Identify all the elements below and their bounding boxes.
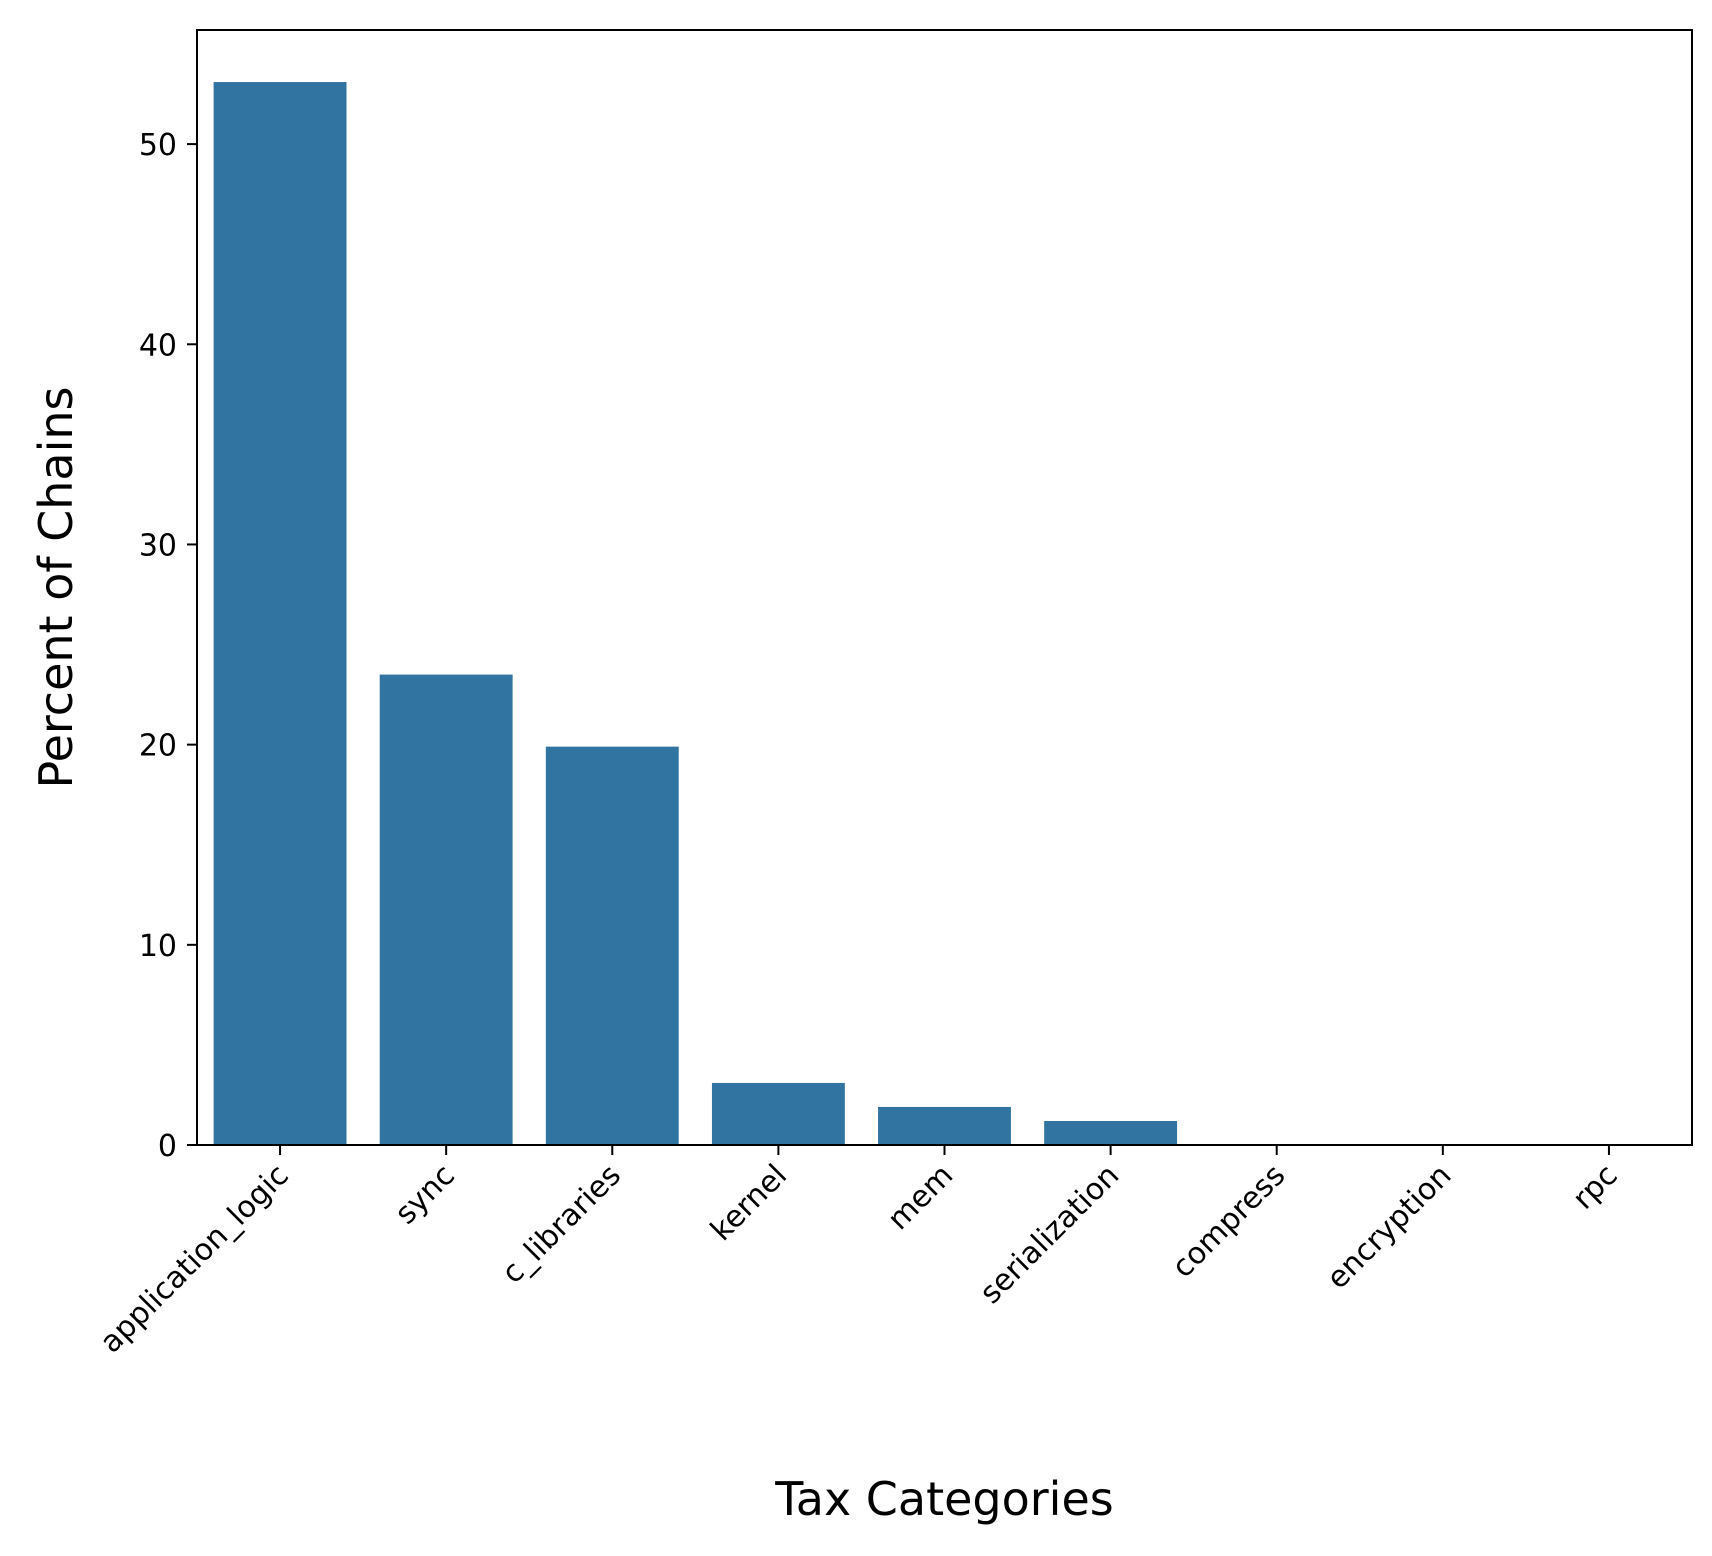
bar-kernel (711, 1082, 845, 1145)
bars-group (213, 82, 1178, 1146)
x-tick-label: rpc (1566, 1158, 1625, 1217)
y-tick-label: 40 (139, 328, 177, 363)
bar-mem (878, 1106, 1011, 1145)
x-tick-label: serialization (973, 1158, 1126, 1311)
bar-application_logic (213, 82, 347, 1146)
x-tick-label: application_logic (93, 1158, 295, 1360)
bar-c_libraries (545, 746, 679, 1145)
y-tick-label: 0 (158, 1129, 177, 1164)
y-tick-label: 50 (139, 128, 177, 163)
x-axis-label: Tax Categories (774, 1472, 1113, 1526)
x-tick-label: sync (388, 1158, 461, 1231)
plot-frame (196, 29, 1693, 1146)
x-axis-ticks: application_logic sync c_libraries kernel me… (93, 1145, 1625, 1360)
y-axis-ticks: 0 10 20 30 40 50 (139, 128, 197, 1164)
bar-sync (379, 674, 513, 1145)
x-tick-label: compress (1165, 1158, 1292, 1285)
y-tick-label: 20 (139, 729, 177, 764)
y-axis-label: Percent of Chains (29, 386, 83, 788)
y-tick-label: 10 (139, 929, 177, 964)
x-tick-label: kernel (704, 1158, 794, 1248)
bar-serialization (1044, 1120, 1178, 1145)
x-tick-label: c_libraries (495, 1158, 628, 1291)
x-tick-label: mem (881, 1158, 960, 1237)
x-tick-label: encryption (1320, 1158, 1458, 1296)
y-tick-label: 30 (139, 528, 177, 563)
